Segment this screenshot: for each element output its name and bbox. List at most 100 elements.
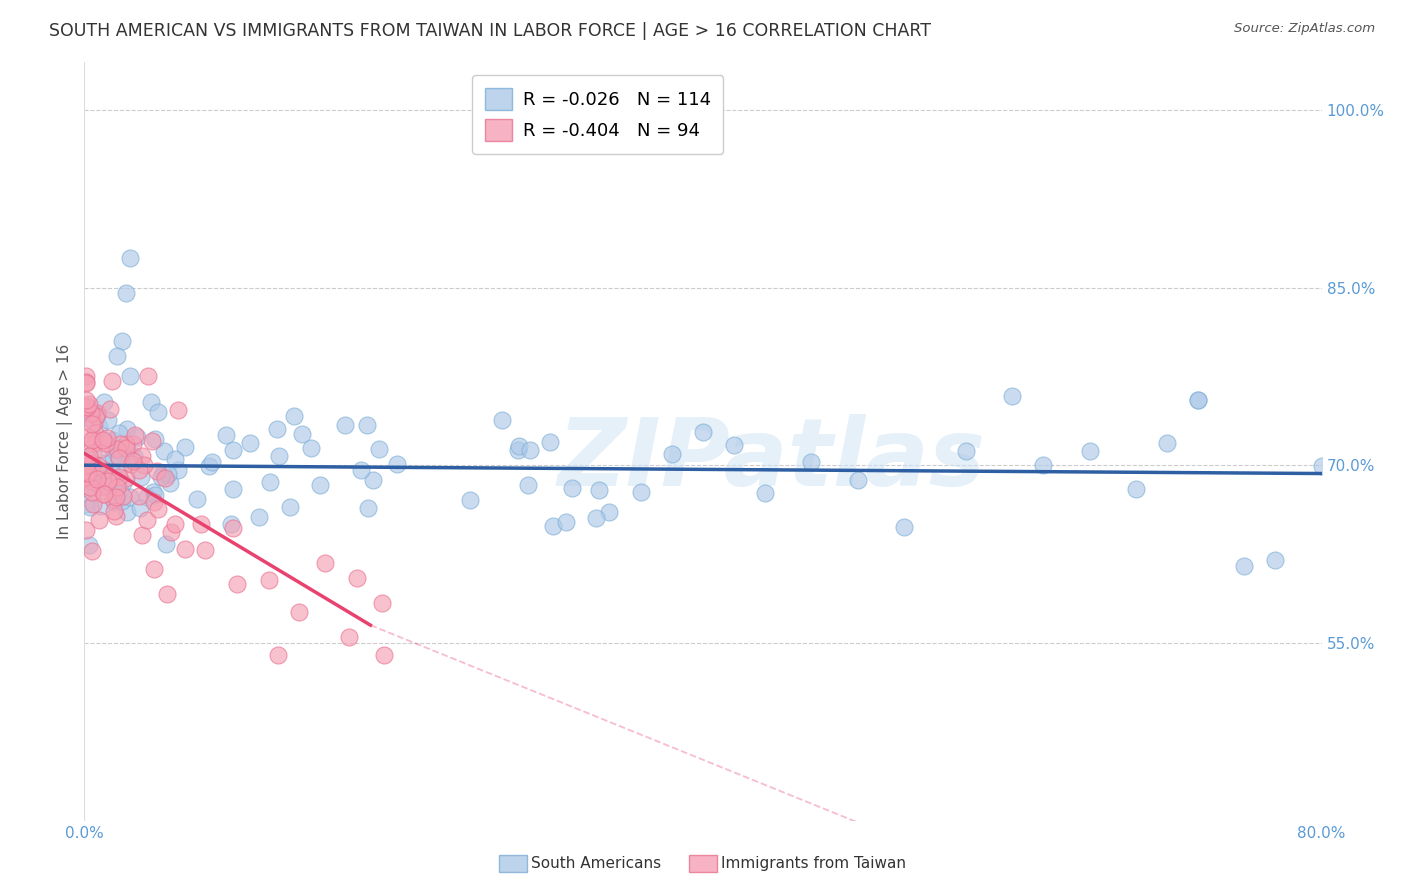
Point — [267, 450, 290, 464]
Point — [75, 458, 97, 472]
Point — [86, 406, 108, 420]
Point — [93, 394, 115, 409]
Point — [267, 648, 290, 662]
Point — [96, 431, 118, 445]
Point — [124, 427, 146, 442]
Point — [83, 416, 105, 430]
Point — [107, 465, 129, 479]
Point — [135, 490, 157, 504]
Point — [93, 487, 115, 501]
Point — [128, 463, 150, 477]
Point — [247, 509, 270, 524]
Point — [105, 508, 128, 523]
Point — [97, 413, 120, 427]
Point — [373, 648, 395, 662]
Point — [541, 519, 564, 533]
Point — [77, 410, 100, 425]
Point — [101, 434, 124, 448]
Point — [226, 576, 249, 591]
Point — [174, 440, 197, 454]
Point — [146, 405, 169, 419]
Point — [115, 437, 138, 451]
Point — [146, 502, 169, 516]
Point — [299, 441, 322, 455]
Point — [1001, 389, 1024, 403]
Point — [82, 433, 104, 447]
Point — [114, 441, 136, 455]
Point — [108, 450, 131, 465]
Point — [128, 489, 150, 503]
Point — [222, 482, 245, 496]
Point — [115, 471, 138, 485]
Point — [508, 439, 530, 453]
Point — [346, 571, 368, 585]
Point — [75, 523, 97, 537]
Point — [80, 456, 103, 470]
Point — [98, 402, 121, 417]
Point — [266, 422, 288, 436]
Point — [101, 374, 124, 388]
Point — [89, 420, 111, 434]
Point — [96, 473, 118, 487]
Point — [846, 474, 869, 488]
Text: SOUTH AMERICAN VS IMMIGRANTS FROM TAIWAN IN LABOR FORCE | AGE > 16 CORRELATION C: SOUTH AMERICAN VS IMMIGRANTS FROM TAIWAN… — [49, 22, 931, 40]
Point — [555, 515, 578, 529]
Point — [115, 286, 138, 301]
Point — [101, 450, 124, 465]
Point — [159, 476, 181, 491]
Point — [86, 434, 108, 448]
Point — [155, 471, 177, 485]
Point — [955, 443, 977, 458]
Point — [800, 455, 823, 469]
Point — [519, 443, 541, 458]
Point — [368, 442, 391, 456]
Y-axis label: In Labor Force | Age > 16: In Labor Force | Age > 16 — [58, 344, 73, 539]
Point — [97, 474, 120, 488]
Point — [893, 520, 915, 534]
Point — [120, 368, 142, 383]
Point — [186, 491, 208, 506]
Point — [90, 499, 112, 513]
Point — [146, 464, 169, 478]
Point — [163, 451, 186, 466]
Point — [91, 433, 114, 447]
Point — [111, 489, 134, 503]
Point — [77, 475, 100, 490]
Point — [129, 470, 152, 484]
Point — [357, 500, 380, 515]
Point — [101, 491, 124, 506]
Point — [77, 430, 100, 444]
Point — [82, 544, 104, 558]
Text: Immigrants from Taiwan: Immigrants from Taiwan — [721, 856, 907, 871]
Point — [385, 458, 408, 472]
Point — [80, 407, 103, 421]
Point — [90, 442, 112, 456]
Point — [84, 409, 107, 424]
Point — [131, 450, 153, 464]
Point — [142, 495, 165, 509]
Point — [152, 466, 174, 480]
Point — [120, 457, 142, 471]
Point — [371, 596, 394, 610]
Point — [139, 395, 162, 409]
Point — [517, 478, 540, 492]
Point — [122, 450, 145, 464]
Point — [107, 425, 129, 440]
Point — [142, 484, 165, 499]
Point — [93, 463, 115, 477]
Point — [93, 479, 115, 493]
Point — [75, 369, 97, 384]
Point — [160, 524, 183, 539]
Legend: R = -0.026   N = 114, R = -0.404   N = 94: R = -0.026 N = 114, R = -0.404 N = 94 — [472, 75, 724, 153]
Point — [79, 480, 101, 494]
Point — [350, 463, 373, 477]
Point — [222, 443, 245, 458]
Point — [190, 517, 212, 532]
Point — [105, 480, 128, 494]
Point — [107, 442, 129, 456]
Point — [1078, 443, 1101, 458]
Point — [125, 430, 148, 444]
Point — [90, 480, 112, 494]
Point — [105, 349, 128, 363]
Point — [86, 458, 108, 473]
